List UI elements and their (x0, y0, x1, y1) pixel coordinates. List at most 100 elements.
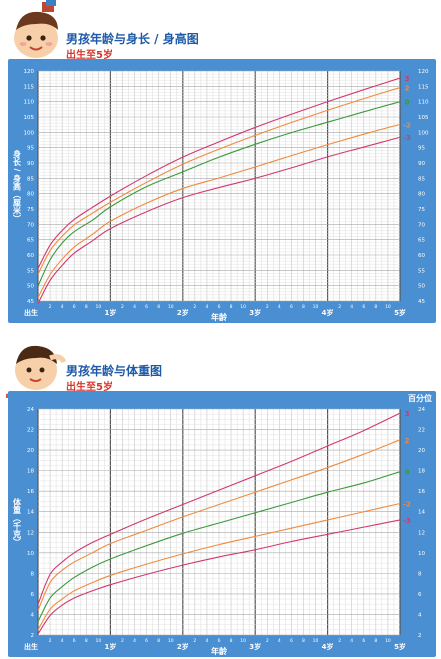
y-tick-label-right: 8 (418, 571, 422, 577)
x-minor-tick-label: 2 (266, 638, 269, 644)
y-tick-label-right: 45 (418, 299, 425, 305)
x-minor-tick-label: 6 (362, 304, 365, 310)
y-tick-label-right: 65 (418, 238, 425, 244)
series-label-2: 2 (405, 437, 410, 445)
y-tick-label-right: 22 (418, 428, 425, 434)
y-tick-label-left: 95 (27, 146, 34, 152)
x-minor-tick-label: 8 (230, 638, 233, 644)
series-label-3: 3 (405, 410, 410, 418)
weight-chart-title: 男孩年龄与体重图 (66, 364, 163, 378)
height-chart-frame: 45 45 50 50 55 55 60 60 65 65 70 70 75 75 80 80 85 85 90 90… (8, 59, 436, 323)
y-tick-label-right: 85 (418, 176, 425, 182)
x-major-tick-label: 3岁 (249, 308, 261, 317)
y-tick-label-left: 90 (27, 161, 34, 167)
series-label-3: 3 (405, 75, 410, 83)
x-minor-tick-label: 6 (73, 638, 76, 644)
series-line-neg2 (37, 502, 401, 631)
y-tick-label-right: 105 (418, 115, 429, 121)
x-major-tick-label: 4岁 (322, 642, 334, 651)
x-minor-tick-label: 4 (350, 304, 353, 310)
x-minor-tick-label: 2 (121, 304, 124, 310)
x-minor-tick-label: 8 (374, 304, 377, 310)
y-tick-label-right: 75 (418, 207, 425, 213)
boy-mascot-icon (6, 345, 67, 398)
y-tick-label-right: 80 (418, 192, 425, 198)
height-chart-panel: 男孩年龄与身长 / 身高图 出生至5岁 45 45 50 50 55 55 60 60 65 65… (0, 0, 441, 325)
series-label-2: 2 (405, 85, 410, 93)
series-line-0 (37, 101, 401, 287)
y-tick-label-left: 70 (27, 222, 34, 228)
y-tick-label-left: 12 (27, 530, 34, 536)
x-minor-tick-label: 4 (133, 304, 136, 310)
x-minor-tick-label: 2 (193, 638, 196, 644)
x-minor-tick-label: 10 (95, 304, 101, 310)
y-tick-label-left: 85 (27, 176, 34, 182)
x-axis-label: 年龄 (211, 646, 228, 656)
y-tick-label-left: 4 (31, 612, 35, 618)
series-line-neg3 (37, 519, 401, 635)
y-tick-label-left: 50 (27, 284, 34, 290)
y-tick-label-left: 6 (31, 592, 35, 598)
y-tick-label-right: 12 (418, 530, 425, 536)
x-minor-tick-label: 10 (385, 638, 391, 644)
y-tick-label-right: 14 (418, 510, 425, 516)
x-minor-tick-label: 2 (49, 638, 52, 644)
x-major-tick-label: 出生 (24, 308, 38, 317)
y-tick-label-right: 120 (418, 69, 429, 75)
series-line-neg2 (37, 123, 401, 298)
series-line-3 (37, 412, 401, 605)
series-label-0: 0 (405, 99, 410, 107)
series-label-neg2: -2 (403, 501, 411, 509)
x-minor-tick-label: 6 (218, 304, 221, 310)
x-axis-label: 年龄 (211, 312, 228, 322)
y-tick-label-right: 110 (418, 100, 429, 106)
y-tick-label-right: 10 (418, 551, 425, 557)
y-tick-label-left: 100 (24, 130, 35, 136)
x-major-tick-label: 3岁 (249, 642, 261, 651)
x-minor-tick-label: 10 (240, 304, 246, 310)
x-major-tick-label: 5岁 (394, 642, 406, 651)
x-minor-tick-label: 10 (240, 638, 246, 644)
x-minor-tick-label: 8 (85, 638, 88, 644)
x-minor-tick-label: 8 (302, 304, 305, 310)
weight-chart-subtitle: 出生至5岁 (66, 382, 113, 393)
y-tick-label-right: 55 (418, 268, 425, 274)
y-tick-label-right: 95 (418, 146, 425, 152)
y-axis-label: 体重（千克） (12, 497, 22, 546)
y-tick-label-right: 70 (418, 222, 425, 228)
y-axis-label-group: 体重（千克） (12, 497, 22, 546)
series-label-neg2: -2 (403, 121, 411, 129)
series-label-neg3: -3 (403, 134, 411, 142)
x-minor-tick-label: 4 (278, 638, 281, 644)
y-tick-label-left: 8 (31, 571, 35, 577)
x-major-tick-label: 2岁 (177, 642, 189, 651)
x-minor-tick-label: 4 (205, 638, 208, 644)
height-chart-title: 男孩年龄与身长 / 身高图 (66, 32, 199, 46)
y-tick-label-right: 60 (418, 253, 425, 259)
x-minor-tick-label: 10 (313, 638, 319, 644)
x-minor-tick-label: 6 (290, 304, 293, 310)
y-tick-label-right: 4 (418, 612, 422, 618)
y-tick-label-left: 45 (27, 299, 34, 305)
x-minor-tick-label: 6 (145, 638, 148, 644)
y-tick-label-right: 100 (418, 130, 429, 136)
x-minor-tick-label: 6 (290, 638, 293, 644)
series-line-3 (37, 77, 401, 269)
x-major-tick-label: 1岁 (104, 642, 116, 651)
y-tick-label-left: 75 (27, 207, 34, 213)
x-minor-tick-label: 8 (157, 304, 160, 310)
series-line-0 (37, 471, 401, 622)
x-minor-tick-label: 10 (95, 638, 101, 644)
x-minor-tick-label: 2 (49, 304, 52, 310)
x-minor-tick-label: 8 (157, 638, 160, 644)
y-tick-label-right: 24 (418, 407, 425, 413)
x-minor-tick-label: 8 (374, 638, 377, 644)
x-minor-tick-label: 4 (133, 638, 136, 644)
x-minor-tick-label: 8 (302, 638, 305, 644)
y-tick-label-left: 120 (24, 69, 35, 75)
y-tick-label-left: 110 (24, 100, 35, 106)
weight-chart-frame: 百分位 2 2 4 4 6 6 8 8 10 10 12 12 14 14 16 16 18 18 20 20 22 22… (8, 391, 436, 657)
x-minor-tick-label: 2 (266, 304, 269, 310)
x-minor-tick-label: 6 (362, 638, 365, 644)
